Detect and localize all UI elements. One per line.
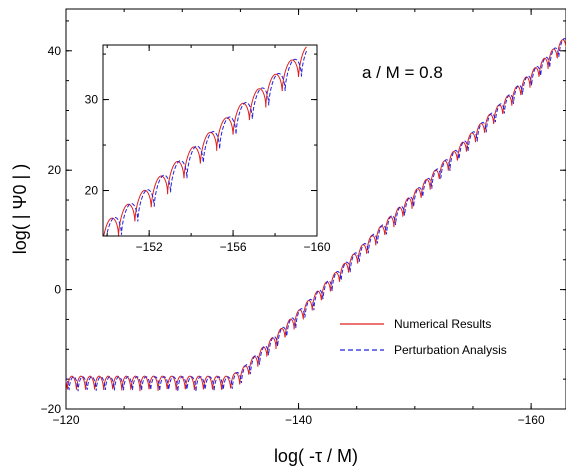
inset-background <box>103 45 317 236</box>
inset-plot: −152 −156 −160 20 30 <box>85 44 331 254</box>
y-tick-label: 0 <box>54 283 61 297</box>
main-lines <box>65 38 566 392</box>
y-axis-label: log( | Ψ0 | ) <box>10 164 30 254</box>
x-tick-label: −160 <box>518 413 545 427</box>
x-axis-label: log( -τ / M) <box>274 446 358 466</box>
x-tick-label: −156 <box>220 240 247 254</box>
series-line <box>65 39 566 392</box>
x-tick-label: −120 <box>52 413 79 427</box>
y-tick-label: 20 <box>85 184 99 198</box>
annotation-label: a / M = 0.8 <box>362 63 443 82</box>
x-tick-label: −160 <box>303 240 330 254</box>
series-line <box>65 38 566 392</box>
series-line <box>103 50 307 237</box>
main-plot-frame <box>65 8 566 410</box>
y-tick-label: 40 <box>48 44 62 58</box>
inset-frame <box>102 44 318 237</box>
y-tick-label: 20 <box>48 163 62 177</box>
y-tick-label: −20 <box>41 402 62 416</box>
x-tick-label: −140 <box>285 413 312 427</box>
legend-label-perturbation: Perturbation Analysis <box>394 343 507 357</box>
legend-label-numerical: Numerical Results <box>394 317 491 331</box>
inset-lines <box>103 46 307 237</box>
y-tick-label: 30 <box>85 93 99 107</box>
inset-ticks: −152 −156 −160 20 30 <box>85 45 331 254</box>
series-line <box>103 46 307 237</box>
legend: Numerical Results Perturbation Analysis <box>340 317 507 357</box>
main-plot: −120 −140 −160 −20 0 20 40 <box>41 8 566 427</box>
x-tick-label: −152 <box>136 240 163 254</box>
main-ticks: −120 −140 −160 −20 0 20 40 <box>41 9 566 427</box>
